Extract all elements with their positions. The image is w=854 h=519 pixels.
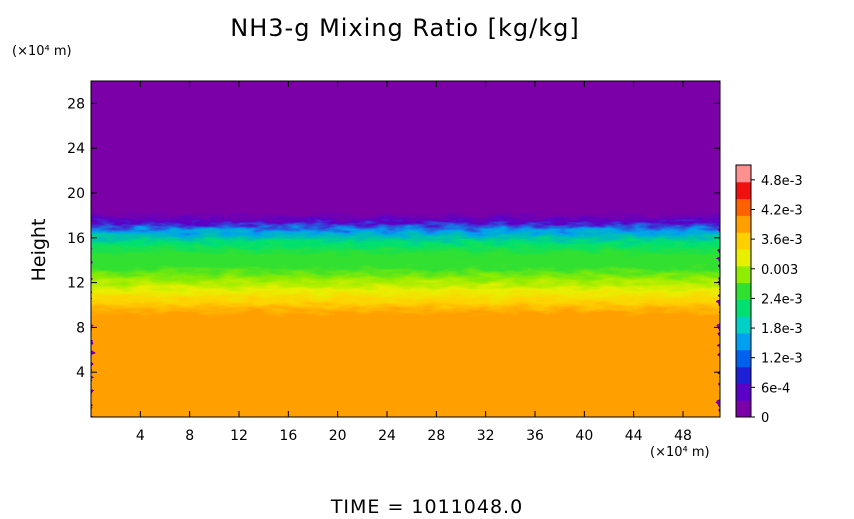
colorbar-frame bbox=[735, 164, 752, 418]
chart-title: NH3-g Mixing Ratio [kg/kg] bbox=[230, 14, 580, 42]
heatmap-cells bbox=[91, 81, 720, 417]
plot-frame bbox=[90, 80, 721, 418]
colorbar-swatch bbox=[736, 383, 751, 401]
x-axis: 4 8 12 16 20 24 28 32 36 40 44 48 bbox=[136, 81, 692, 444]
x-tick-label: 20 bbox=[329, 428, 347, 444]
heatmap-field bbox=[91, 81, 720, 417]
colorbar: 0 6e-4 1.2e-3 1.8e-3 2.4e-3 0.003 3.6e-3 4.2e-3… bbox=[735, 164, 803, 426]
x-tick-label: 28 bbox=[427, 428, 445, 444]
y-tick-label: 24 bbox=[67, 141, 85, 157]
x-tick-label: 24 bbox=[378, 428, 396, 444]
x-tick-label: 44 bbox=[625, 428, 643, 444]
colorbar-swatch bbox=[736, 198, 751, 216]
y-tick-label: 8 bbox=[76, 320, 85, 336]
colorbar-label: 4.8e-3 bbox=[761, 174, 803, 189]
time-footer: TIME = 1011048.0 bbox=[330, 496, 524, 518]
x-axis-unit: (×10⁴ m) bbox=[650, 445, 710, 460]
y-tick-label: 20 bbox=[67, 186, 85, 202]
colorbar-swatch bbox=[736, 215, 751, 233]
x-tick-label: 8 bbox=[185, 428, 194, 444]
colorbar-swatch bbox=[736, 249, 751, 267]
colorbar-swatch bbox=[736, 181, 751, 200]
colorbar-swatch bbox=[736, 265, 751, 284]
colorbar-label: 1.8e-3 bbox=[761, 322, 803, 337]
colorbar-swatch bbox=[736, 366, 751, 384]
x-tick-label: 48 bbox=[674, 428, 692, 444]
colorbar-swatch bbox=[736, 400, 751, 418]
colorbar-swatch bbox=[736, 232, 751, 250]
colorbar-label: 1.2e-3 bbox=[761, 352, 803, 367]
colorbar-label: 0.003 bbox=[761, 263, 798, 278]
colorbar-label: 3.6e-3 bbox=[761, 233, 803, 248]
x-tick-label: 40 bbox=[575, 428, 593, 444]
colorbar-swatch bbox=[736, 165, 751, 183]
x-tick-label: 12 bbox=[230, 428, 248, 444]
colorbar-label: 6e-4 bbox=[761, 381, 790, 396]
colorbar-swatch bbox=[736, 282, 751, 300]
colorbar-swatch bbox=[736, 299, 751, 317]
x-tick-label: 32 bbox=[477, 428, 495, 444]
colorbar-label: 2.4e-3 bbox=[761, 292, 803, 307]
y-axis: 4 8 12 16 20 24 28 bbox=[67, 96, 720, 381]
y-tick-label: 16 bbox=[67, 231, 85, 247]
y-tick-label: 28 bbox=[67, 96, 85, 112]
x-tick-label: 4 bbox=[136, 428, 145, 444]
colorbar-swatch bbox=[736, 349, 751, 368]
colorbar-swatch bbox=[736, 316, 751, 334]
x-tick-label: 36 bbox=[526, 428, 544, 444]
y-axis-unit: (×10⁴ m) bbox=[12, 44, 72, 59]
x-tick-label: 16 bbox=[279, 428, 297, 444]
colorbar-swatch bbox=[736, 333, 751, 351]
y-tick-label: 12 bbox=[67, 276, 85, 292]
y-tick-label: 4 bbox=[76, 365, 85, 381]
colorbar-label: 0 bbox=[761, 411, 769, 426]
colorbar-label: 4.2e-3 bbox=[761, 203, 803, 218]
